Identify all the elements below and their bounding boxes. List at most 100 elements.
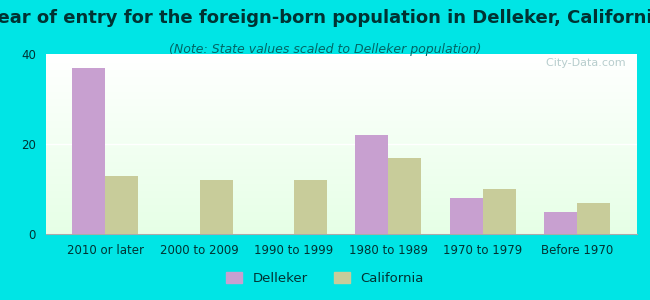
Bar [46,225,637,227]
Bar [46,103,637,104]
Bar [46,124,637,126]
Bar [46,180,637,182]
Bar [46,104,637,106]
Bar [389,158,421,234]
Bar [46,173,637,175]
Bar [46,166,637,167]
Bar [46,198,637,200]
Bar [46,113,637,115]
Bar [46,86,637,88]
Text: Year of entry for the foreign-born population in Delleker, California: Year of entry for the foreign-born popul… [0,9,650,27]
Bar [46,139,637,140]
Bar [46,211,637,212]
Bar [46,56,637,58]
Bar [46,108,637,110]
Bar [46,191,637,193]
Bar [46,202,637,203]
Bar [46,144,637,146]
Bar [46,130,637,131]
Bar [46,223,637,225]
Bar [46,83,637,85]
Bar [46,176,637,178]
Bar [356,135,389,234]
Bar [46,151,637,153]
Bar [46,221,637,223]
Bar [46,79,637,81]
Bar [46,196,637,198]
Bar [46,68,637,70]
Bar [200,180,233,234]
Bar [72,68,105,234]
Bar [46,137,637,139]
Bar [577,202,610,234]
Bar [46,157,637,158]
Bar [46,97,637,99]
Bar [46,205,637,207]
Bar [46,110,637,112]
Bar [46,155,637,157]
Bar [46,74,637,76]
Bar [46,133,637,135]
Bar [46,92,637,94]
Bar [46,200,637,202]
Bar [46,185,637,187]
Bar [46,160,637,162]
Bar [105,176,138,234]
Bar [46,76,637,77]
Bar [46,189,637,191]
Bar [46,77,637,79]
Bar [46,117,637,119]
Bar [46,54,637,56]
Bar [46,135,637,137]
Bar [450,198,483,234]
Bar [46,212,637,214]
Bar [46,112,637,113]
Bar [46,88,637,90]
Bar [46,106,637,108]
Bar [46,61,637,63]
Bar [46,162,637,164]
Bar [294,180,327,234]
Bar [46,229,637,230]
Bar [46,182,637,184]
Bar [46,59,637,61]
Bar [46,121,637,122]
Bar [46,90,637,92]
Bar [46,178,637,180]
Legend: Delleker, California: Delleker, California [221,267,429,290]
Bar [46,58,637,59]
Bar [46,164,637,166]
Bar [46,158,637,160]
Bar [46,101,637,103]
Bar [46,65,637,67]
Bar [46,131,637,133]
Bar [46,126,637,128]
Bar [46,95,637,97]
Bar [46,230,637,232]
Bar [46,207,637,209]
Bar [46,99,637,101]
Bar [46,171,637,173]
Bar [46,70,637,72]
Bar [46,227,637,229]
Bar [483,189,516,234]
Bar [46,169,637,171]
Text: (Note: State values scaled to Delleker population): (Note: State values scaled to Delleker p… [169,44,481,56]
Bar [46,220,637,221]
Bar [46,140,637,142]
Bar [46,119,637,121]
Bar [46,203,637,205]
Bar [46,209,637,211]
Bar [46,122,637,124]
Bar [46,67,637,68]
Bar [46,187,637,189]
Bar [46,194,637,196]
Bar [46,85,637,86]
Bar [46,167,637,169]
Bar [46,72,637,74]
Bar [46,232,637,234]
Text: City-Data.com: City-Data.com [539,58,625,68]
Bar [46,128,637,130]
Bar [46,175,637,176]
Bar [46,193,637,194]
